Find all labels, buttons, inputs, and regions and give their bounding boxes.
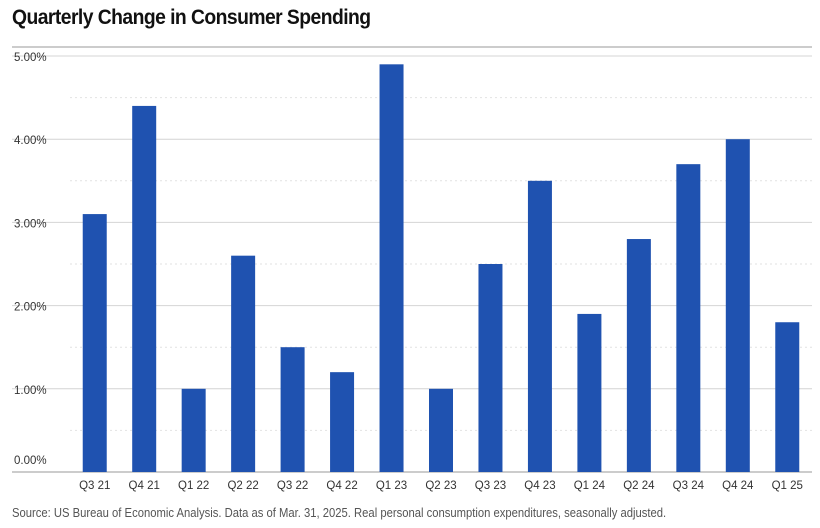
bar (429, 388, 453, 472)
y-tick-label: 1.00% (14, 385, 47, 397)
x-tick-label: Q3 22 (277, 480, 308, 492)
y-tick-label: 0.00% (14, 455, 47, 467)
bar (280, 347, 305, 472)
bar (725, 139, 750, 472)
x-tick-label: Q2 24 (623, 480, 655, 492)
bar (527, 180, 552, 473)
x-tick-label: Q1 24 (574, 480, 606, 492)
chart-title: Quarterly Change in Consumer Spending (12, 6, 371, 29)
y-tick-label: 5.00% (14, 52, 47, 64)
x-tick-label: Q2 23 (425, 480, 456, 492)
y-tick-label: 4.00% (14, 135, 47, 147)
bar (181, 388, 206, 472)
x-tick-label: Q1 22 (178, 480, 209, 492)
bar (775, 322, 800, 472)
bars (82, 64, 800, 473)
x-tick-label: Q1 25 (772, 480, 803, 492)
bar (231, 255, 256, 472)
source-note: Source: US Bureau of Economic Analysis. … (12, 506, 667, 520)
bar (132, 105, 157, 473)
x-tick-label: Q4 24 (722, 480, 754, 492)
x-tick-label: Q3 23 (475, 480, 506, 492)
y-axis-ticks: 0.00% 1.00% 2.00% 3.00% 4.00% 5.00% (14, 52, 47, 467)
bar (626, 239, 651, 472)
x-tick-label: Q4 23 (524, 480, 555, 492)
x-tick-label: Q2 22 (227, 480, 258, 492)
x-tick-label: Q1 23 (376, 480, 407, 492)
x-axis-ticks: Q3 21 Q4 21 Q1 22 Q2 22 Q3 22 Q4 22 Q1 23 Q2 23… (79, 480, 803, 492)
bar (379, 64, 404, 472)
bar (676, 164, 701, 472)
y-tick-label: 3.00% (14, 218, 47, 230)
bar (478, 264, 503, 472)
bar (330, 372, 355, 472)
y-tick-label: 2.00% (14, 302, 47, 314)
x-tick-label: Q3 24 (673, 480, 705, 492)
bar (577, 313, 602, 472)
x-tick-label: Q4 22 (326, 480, 357, 492)
x-tick-label: Q3 21 (79, 480, 110, 492)
x-tick-label: Q4 21 (129, 480, 160, 492)
bar (82, 214, 107, 472)
